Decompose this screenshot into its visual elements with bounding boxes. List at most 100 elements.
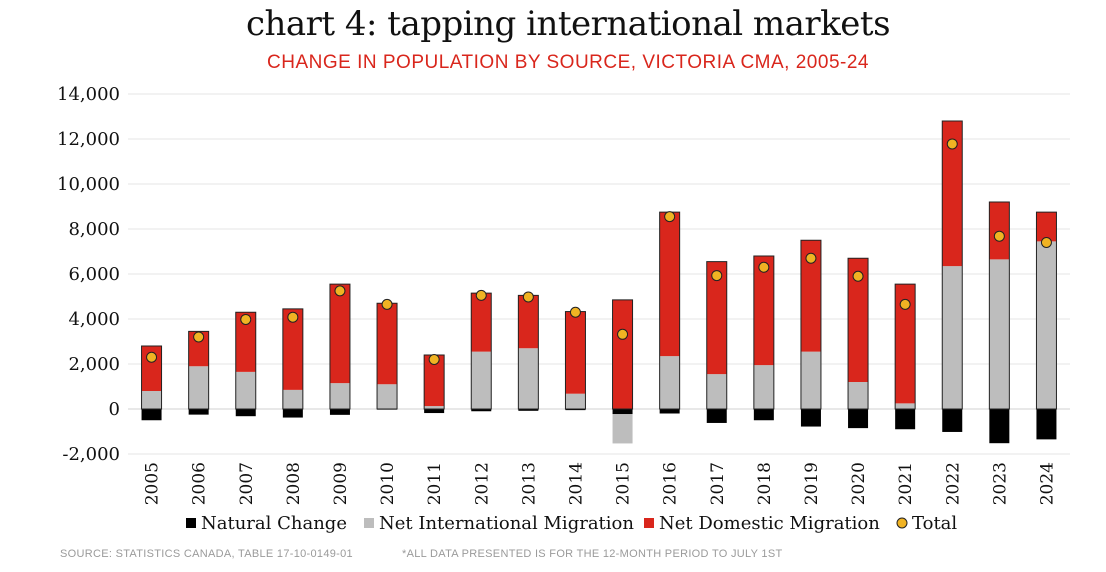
total-point — [240, 313, 252, 325]
bar-natural-change — [659, 409, 680, 414]
legend-label: Net Domestic Migration — [659, 513, 880, 534]
bar-net-international-migration — [612, 414, 633, 444]
total-point — [146, 351, 158, 363]
x-tick-label: 2006 — [190, 462, 210, 505]
bar-outline — [1035, 211, 1057, 410]
bar-outline — [753, 255, 775, 410]
bar-outline — [800, 239, 822, 410]
y-tick-label: 12,000 — [57, 129, 120, 150]
bar-net-domestic-migration — [235, 312, 256, 372]
x-tick-label: 2011 — [425, 462, 445, 505]
total-point — [946, 138, 958, 150]
total-markers — [146, 138, 1052, 365]
legend-label: Net International Migration — [379, 513, 634, 534]
bar-natural-change — [565, 409, 586, 411]
x-tick-label: 2007 — [237, 462, 257, 505]
bar-natural-change — [706, 409, 727, 423]
bar-outline — [988, 201, 1010, 410]
bar-net-international-migration — [942, 266, 963, 409]
total-point — [993, 230, 1005, 242]
bar-net-international-migration — [188, 366, 209, 409]
bar-net-domestic-migration — [518, 295, 539, 349]
x-axis-ticks: 2005 2006 2007 2008 2009 2010 2011 2012 2013 2014… — [143, 462, 1058, 505]
total-point — [334, 285, 346, 297]
bar-natural-change — [753, 409, 774, 421]
bar-net-domestic-migration — [1036, 212, 1057, 242]
bar-net-domestic-migration — [659, 212, 680, 357]
legend-swatch — [644, 518, 654, 528]
total-point — [664, 211, 676, 223]
total-point — [1040, 237, 1052, 248]
bar-net-domestic-migration — [424, 355, 445, 407]
x-tick-label: 2024 — [1037, 462, 1057, 505]
total-point — [569, 306, 581, 318]
bar-net-international-migration — [989, 259, 1010, 409]
bar-net-domestic-migration — [282, 308, 303, 390]
bar-net-domestic-migration — [753, 256, 774, 366]
bar-natural-change — [612, 409, 633, 415]
bar-natural-change — [848, 409, 869, 429]
x-tick-label: 2019 — [802, 462, 822, 505]
bar-outline — [706, 261, 728, 410]
x-tick-label: 2008 — [284, 462, 304, 505]
bar-net-domestic-migration — [565, 311, 586, 394]
x-tick-label: 2023 — [990, 462, 1010, 505]
bar-net-international-migration — [282, 389, 303, 409]
x-tick-label: 2022 — [943, 462, 963, 505]
bar-net-domestic-migration — [800, 240, 821, 352]
x-tick-label: 2018 — [755, 462, 775, 505]
bar-net-international-migration — [565, 393, 586, 409]
total-point — [428, 354, 440, 365]
bar-net-international-migration — [800, 351, 821, 409]
legend-label: Natural Change — [201, 513, 347, 534]
bar-net-domestic-migration — [329, 284, 350, 384]
bar-net-domestic-migration — [612, 299, 633, 409]
legend: Natural Change Net International Migratio… — [186, 513, 957, 534]
bar-outline — [141, 345, 163, 410]
bar-outline — [941, 120, 963, 410]
legend-label: Total — [912, 513, 957, 534]
bar-net-international-migration — [848, 382, 869, 409]
bar-net-domestic-migration — [706, 261, 727, 375]
y-tick-label: 0 — [109, 399, 120, 420]
bar-net-international-migration — [471, 351, 492, 409]
total-point — [852, 270, 864, 282]
source-note: SOURCE: STATISTICS CANADA, TABLE 17-10-0… — [60, 548, 353, 560]
bar-natural-change — [942, 409, 963, 432]
y-tick-label: 6,000 — [68, 264, 120, 285]
bar-net-domestic-migration — [895, 284, 916, 404]
x-tick-label: 2021 — [896, 462, 916, 505]
x-tick-label: 2015 — [614, 462, 634, 505]
x-tick-label: 2012 — [472, 462, 492, 505]
bar-outline — [235, 311, 257, 410]
bar-net-international-migration — [1036, 241, 1057, 409]
legend-swatch — [364, 518, 374, 528]
bar-natural-change — [141, 409, 162, 421]
x-tick-label: 2009 — [331, 462, 351, 505]
x-tick-label: 2013 — [519, 462, 539, 505]
chart-subtitle: CHANGE IN POPULATION BY SOURCE, VICTORIA… — [267, 52, 869, 73]
bar-natural-change — [989, 409, 1010, 444]
total-point — [193, 331, 205, 343]
x-tick-label: 2020 — [849, 462, 869, 505]
bar-natural-change — [282, 409, 303, 418]
total-point — [381, 298, 393, 310]
bar-natural-change — [329, 409, 350, 415]
bar-natural-change — [1036, 409, 1057, 440]
x-tick-label: 2005 — [143, 462, 163, 505]
x-tick-label: 2014 — [566, 462, 586, 505]
bar-net-international-migration — [329, 383, 350, 409]
total-point — [475, 289, 487, 301]
bar-outline — [847, 257, 869, 410]
period-note: *ALL DATA PRESENTED IS FOR THE 12-MONTH … — [402, 548, 783, 560]
chart-title: chart 4: tapping international markets — [245, 4, 891, 44]
bar-net-domestic-migration — [377, 303, 398, 385]
y-tick-label: 2,000 — [68, 354, 120, 375]
y-axis-ticks: -2,000 0 2,000 4,000 6,000 8,000 10,000 12,000 1… — [57, 84, 120, 465]
bar-net-domestic-migration — [989, 202, 1010, 260]
bar-outline — [188, 330, 210, 410]
bar-net-domestic-migration — [848, 258, 869, 382]
bar-natural-change — [188, 409, 209, 415]
y-tick-label: 8,000 — [68, 219, 120, 240]
bar-net-domestic-migration — [188, 331, 209, 367]
